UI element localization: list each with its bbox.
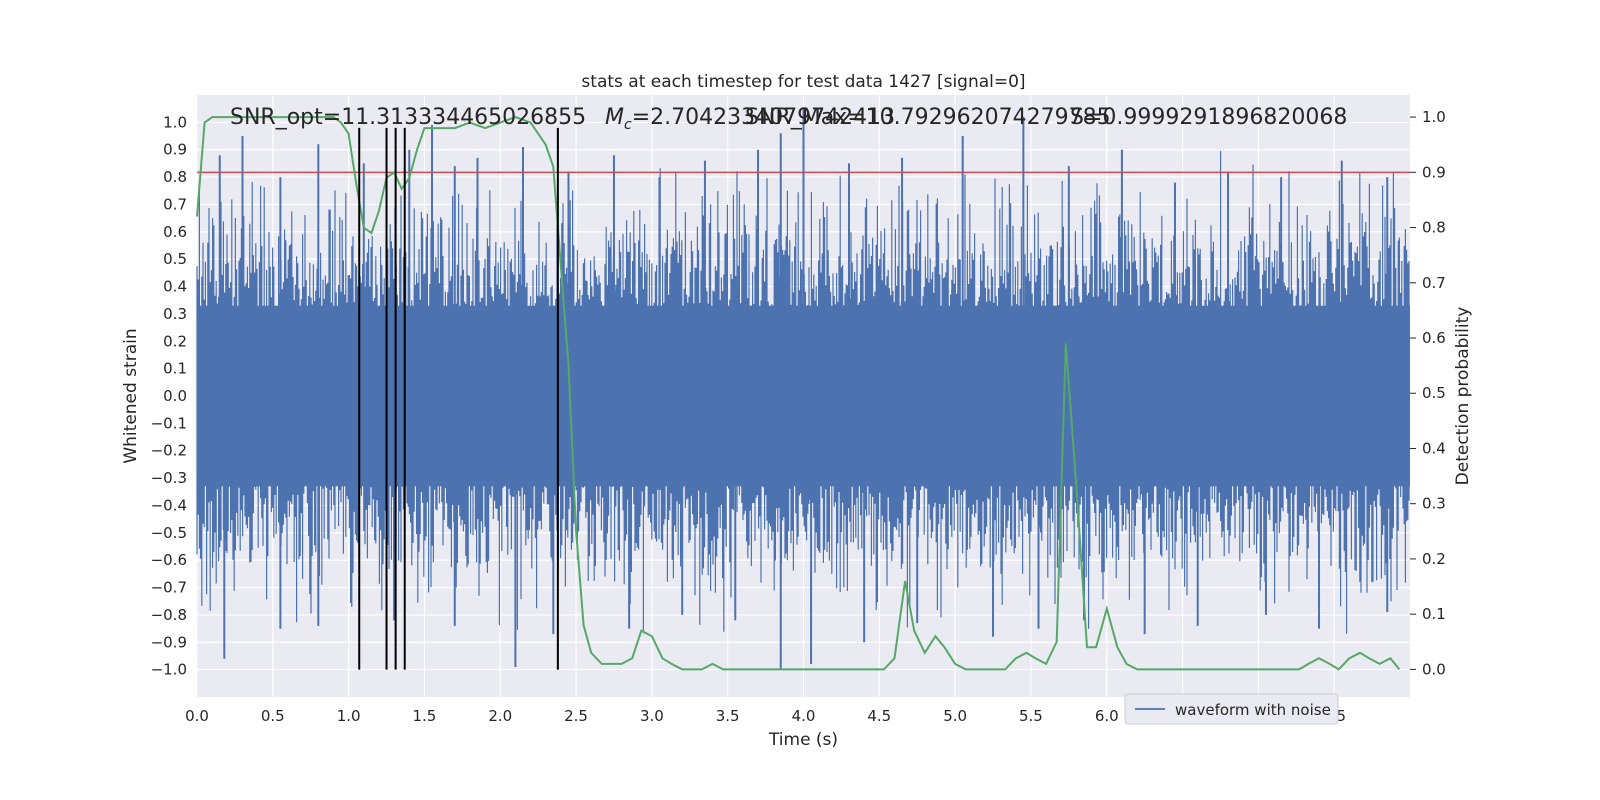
y-tick-label: −0.9 bbox=[151, 633, 187, 651]
y-axis-label: Whitened strain bbox=[121, 328, 141, 463]
y-tick-label: −0.1 bbox=[151, 414, 187, 432]
x-tick-label: 5.5 bbox=[1019, 707, 1043, 725]
snr-opt-annotation: SNR_opt=11.313334465026855 bbox=[230, 105, 586, 130]
y-tick-label: 0.7 bbox=[163, 195, 187, 213]
detection-probability-series bbox=[196, 116, 1401, 671]
chart-title: stats at each timestep for test data 142… bbox=[581, 72, 1025, 92]
x-axis-label: Time (s) bbox=[768, 730, 838, 750]
y-tick-label: 0.3 bbox=[163, 305, 187, 323]
chirp-mass-subscript: c bbox=[624, 117, 632, 133]
chirp-mass-annotation: Mc=2.7042334079742413 bbox=[605, 105, 895, 133]
y-tick-label: 0.9 bbox=[163, 141, 187, 159]
legend: waveform with noise bbox=[1124, 693, 1339, 725]
x-tick-label: 1.5 bbox=[413, 707, 437, 725]
y-tick-label: −0.5 bbox=[151, 524, 187, 542]
y2-tick-label: 0.6 bbox=[1422, 329, 1446, 347]
y-tick-label: 0.0 bbox=[163, 387, 187, 405]
x-tick-label: 4.5 bbox=[867, 707, 891, 725]
y2-tick-label: 0.0 bbox=[1422, 660, 1446, 678]
chirp-mass-value: =2.7042334079742413 bbox=[632, 105, 895, 130]
y-tick-label: 0.6 bbox=[163, 223, 187, 241]
x-tick-label: 3.0 bbox=[640, 707, 664, 725]
chirp-mass-symbol: M bbox=[605, 105, 624, 130]
x-tick-label: 4.0 bbox=[792, 707, 816, 725]
axis-ticks: 0.00.51.01.52.02.53.03.54.04.55.05.56.06… bbox=[151, 108, 1446, 725]
legend-label: waveform with noise bbox=[1175, 701, 1331, 719]
legend-box bbox=[1124, 693, 1339, 725]
y-tick-label: −1.0 bbox=[151, 661, 187, 679]
y-tick-label: 0.5 bbox=[163, 250, 187, 268]
vertical-markers bbox=[358, 127, 559, 670]
y-tick-label: −0.4 bbox=[151, 496, 187, 514]
y-tick-label: 1.0 bbox=[163, 113, 187, 131]
x-tick-label: 2.0 bbox=[488, 707, 512, 725]
y2-tick-label: 0.3 bbox=[1422, 495, 1446, 513]
snr-max-annotation: SNR_Max=10.792962074279785 bbox=[745, 105, 1111, 130]
y2-tick-label: 0.4 bbox=[1422, 439, 1446, 457]
y-tick-label: −0.7 bbox=[151, 579, 187, 597]
y2-axis-label: Detection probability bbox=[1453, 307, 1473, 486]
y2-tick-label: 0.1 bbox=[1422, 605, 1446, 623]
waveform-noise-spikes bbox=[196, 151, 1410, 634]
x-tick-label: 6.0 bbox=[1095, 707, 1119, 725]
y-tick-label: −0.3 bbox=[151, 469, 187, 487]
y-tick-label: 0.2 bbox=[163, 332, 187, 350]
detection-probability-line bbox=[196, 116, 1401, 671]
x-tick-label: 0.5 bbox=[261, 707, 285, 725]
y2-tick-label: 0.2 bbox=[1422, 550, 1446, 568]
y-tick-label: −0.6 bbox=[151, 551, 187, 569]
y2-tick-label: 0.8 bbox=[1422, 219, 1446, 237]
y-tick-label: −0.8 bbox=[151, 606, 187, 624]
x-tick-label: 2.5 bbox=[564, 707, 588, 725]
s-annotation: S=0.9999291896820068 bbox=[1070, 105, 1347, 130]
x-tick-label: 5.0 bbox=[943, 707, 967, 725]
y-tick-label: 0.8 bbox=[163, 168, 187, 186]
y2-tick-label: 0.5 bbox=[1422, 384, 1446, 402]
waveform-series bbox=[196, 108, 1410, 670]
x-tick-label: 0.0 bbox=[185, 707, 209, 725]
y-tick-label: 0.4 bbox=[163, 278, 187, 296]
x-tick-label: 1.0 bbox=[337, 707, 361, 725]
y2-tick-label: 1.0 bbox=[1422, 108, 1446, 126]
y2-tick-label: 0.9 bbox=[1422, 163, 1446, 181]
y-tick-label: −0.2 bbox=[151, 442, 187, 460]
y2-tick-label: 0.7 bbox=[1422, 274, 1446, 292]
x-tick-label: 3.5 bbox=[716, 707, 740, 725]
y-tick-label: 0.1 bbox=[163, 360, 187, 378]
